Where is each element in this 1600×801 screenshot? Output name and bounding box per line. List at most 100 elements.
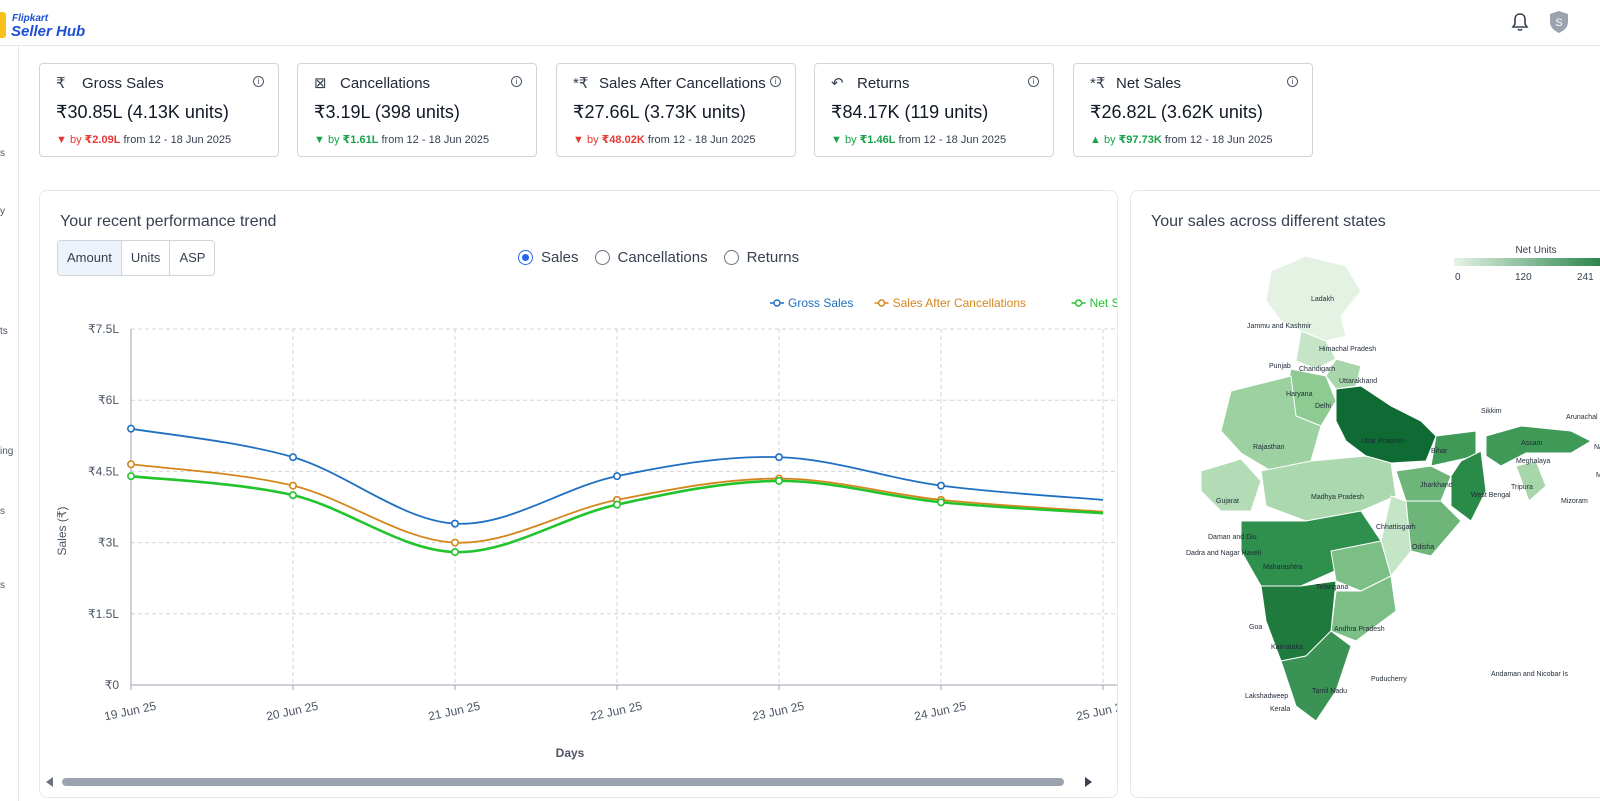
data-point — [127, 424, 136, 433]
data-point — [450, 538, 459, 547]
metric-segmented-control: Amount Units ASP — [57, 240, 216, 276]
flipkart-logo-icon[interactable] — [0, 12, 6, 38]
cancel-box-icon: ⊠ — [314, 75, 327, 92]
legend-title: Net Units — [1515, 245, 1556, 256]
state-label: Rajasthan — [1253, 444, 1285, 451]
legend-tick: 0 — [1455, 272, 1461, 283]
returns-card[interactable]: ↶ Returns i ₹84.17K (119 units) ▼ by ₹1.… — [814, 63, 1054, 157]
legend-marker-icon — [1074, 299, 1083, 307]
star-rupee-icon: *₹ — [1090, 75, 1106, 92]
up-arrow-icon: ▲ — [1090, 134, 1101, 146]
card-title: Cancellations — [340, 75, 431, 92]
performance-trend-panel: Your recent performance trend Amount Uni… — [39, 190, 1118, 798]
card-delta: ▲ by ₹97.73K from 12 - 18 Jun 2025 — [1090, 134, 1273, 146]
card-value: ₹27.66L (3.73K units) — [573, 102, 746, 122]
state-northeast — [1485, 425, 1593, 467]
radio-cancellations[interactable]: Cancellations — [594, 249, 708, 266]
state-tamil-nadu-kerala — [1280, 630, 1352, 722]
state-label: Ladakh — [1311, 296, 1334, 303]
x-axis-title: Days — [556, 746, 585, 760]
down-arrow-icon: ▼ — [314, 134, 325, 146]
data-point — [289, 453, 298, 462]
legend-label: Net Sales — [1090, 296, 1118, 310]
state-label: Haryana — [1286, 391, 1313, 398]
chart-horizontal-scrollbar[interactable] — [44, 775, 1094, 789]
sidebar-item[interactable]: s — [0, 148, 5, 159]
state-gujarat — [1200, 458, 1262, 512]
notification-bell-icon[interactable] — [1510, 11, 1530, 33]
sidebar-item[interactable]: s — [0, 580, 5, 591]
state-label: Sikkim — [1481, 408, 1502, 415]
state-label: Punjab — [1269, 363, 1291, 370]
state-madhya-pradesh — [1260, 455, 1397, 522]
data-point — [450, 548, 459, 557]
sidebar-item[interactable]: y — [0, 206, 5, 217]
state-label: Delhi — [1315, 403, 1331, 410]
state-label: Uttarakhand — [1339, 378, 1377, 385]
data-point — [774, 476, 783, 485]
state-label: Maharashtra — [1263, 564, 1302, 571]
data-point — [612, 472, 621, 481]
state-label: Uttar Pradesh — [1361, 438, 1404, 445]
state-jharkhand — [1395, 465, 1452, 502]
state-label: Mizoram — [1561, 498, 1588, 505]
info-icon[interactable]: i — [1287, 76, 1298, 87]
x-tick-label: 24 Jun 25 — [913, 699, 968, 724]
state-label: Meghalaya — [1516, 458, 1550, 465]
x-tick-label: 25 Jun 25 — [1075, 699, 1118, 724]
sidebar-item[interactable]: ts — [0, 326, 8, 337]
data-point — [936, 481, 945, 490]
scroll-right-icon — [1085, 777, 1092, 787]
state-label: Madhya Pradesh — [1311, 494, 1364, 501]
top-bar: Flipkart Seller Hub S — [0, 0, 1600, 46]
sales-after-cancellations-card[interactable]: *₹ Sales After Cancellations i ₹27.66L (… — [556, 63, 796, 157]
x-tick-label: 20 Jun 25 — [265, 699, 320, 724]
info-icon[interactable]: i — [511, 76, 522, 87]
state-chhattisgarh — [1380, 495, 1412, 578]
info-icon[interactable]: i — [770, 76, 781, 87]
segment-amount[interactable]: Amount — [58, 241, 122, 275]
scrollbar-thumb — [62, 778, 1064, 786]
trend-type-radio-group: Sales Cancellations Returns — [518, 249, 799, 266]
data-point — [450, 519, 459, 528]
state-label: West Bengal — [1471, 492, 1511, 499]
gross-sales-card[interactable]: ₹ Gross Sales i ₹30.85L (4.13K units) ▼ … — [39, 63, 279, 157]
legend-label: Sales After Cancellations — [893, 296, 1026, 310]
state-label: Gujarat — [1216, 498, 1239, 505]
radio-unselected-icon[interactable] — [723, 250, 739, 265]
card-delta: ▼ by ₹1.61L from 12 - 18 Jun 2025 — [314, 134, 490, 146]
y-tick-label: ₹0 — [105, 678, 120, 692]
state-label: Arunachal — [1566, 414, 1598, 421]
info-icon[interactable]: i — [1028, 76, 1039, 87]
info-icon[interactable]: i — [253, 76, 264, 87]
brand-name[interactable]: Seller Hub — [11, 23, 86, 40]
radio-returns[interactable]: Returns — [723, 249, 799, 266]
avatar[interactable]: S — [1548, 10, 1570, 34]
cancellations-card[interactable]: ⊠ Cancellations i ₹3.19L (398 units) ▼ b… — [297, 63, 537, 157]
down-arrow-icon: ▼ — [56, 134, 67, 146]
radio-unselected-icon[interactable] — [594, 250, 610, 265]
sidebar-item[interactable]: ing — [0, 446, 14, 457]
y-tick-label: ₹1.5L — [88, 607, 119, 621]
y-tick-label: ₹3L — [98, 536, 119, 550]
state-label: Chandigarh — [1299, 366, 1335, 373]
net-sales-card[interactable]: *₹ Net Sales i ₹26.82L (3.62K units) ▲ b… — [1073, 63, 1313, 157]
data-point — [612, 500, 621, 509]
radio-sales[interactable]: Sales — [518, 249, 579, 266]
legend-tick: 241 — [1577, 272, 1594, 283]
x-tick-label: 23 Jun 25 — [751, 699, 806, 724]
data-point — [936, 498, 945, 507]
panel-title: Your recent performance trend — [60, 213, 277, 230]
data-point — [289, 491, 298, 500]
x-tick-label: 21 Jun 25 — [427, 699, 482, 724]
state-label: Na — [1594, 444, 1600, 451]
card-delta: ▼ by ₹1.46L from 12 - 18 Jun 2025 — [831, 134, 1007, 146]
segment-units[interactable]: Units — [122, 241, 171, 275]
sidebar-item[interactable]: s — [0, 506, 5, 517]
brand-small[interactable]: Flipkart — [12, 13, 49, 24]
radio-selected-icon[interactable] — [518, 250, 533, 265]
state-label: Tripura — [1511, 484, 1533, 491]
segment-asp[interactable]: ASP — [179, 250, 206, 265]
state-label: Ma — [1596, 472, 1600, 479]
